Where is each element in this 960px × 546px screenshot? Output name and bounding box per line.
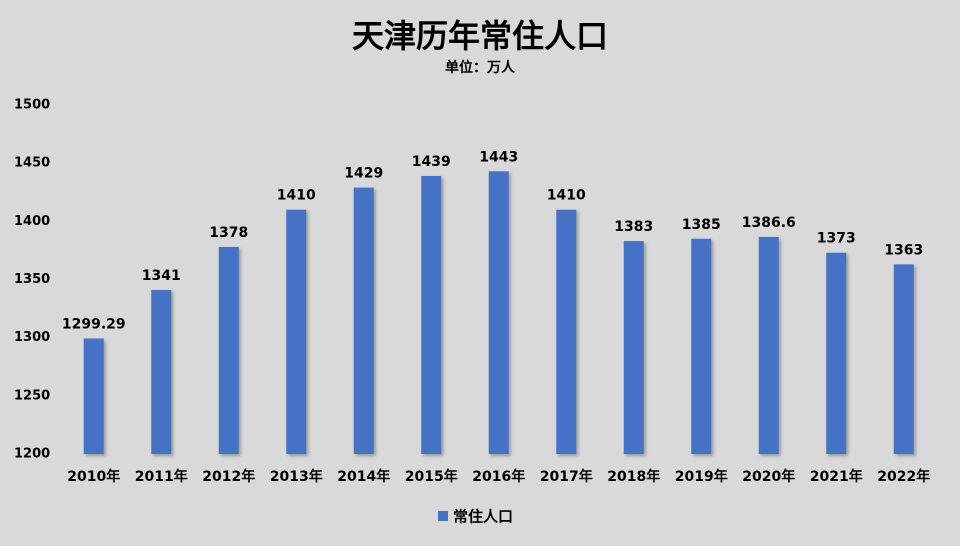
bar <box>151 289 172 454</box>
y-tick-label: 1450 <box>14 156 50 171</box>
x-tick-label: 2021年 <box>810 468 863 485</box>
x-tick-label: 2020年 <box>742 468 795 485</box>
bar <box>826 252 847 454</box>
bar <box>488 171 509 454</box>
x-tick-label: 2017年 <box>540 468 593 485</box>
legend-swatch <box>438 511 448 521</box>
data-label: 1439 <box>412 154 451 170</box>
x-tick-label: 2010年 <box>67 468 120 485</box>
y-tick-label: 1200 <box>14 447 50 462</box>
data-label: 1429 <box>344 166 383 182</box>
data-label: 1299.29 <box>62 316 126 332</box>
data-label: 1378 <box>209 225 248 241</box>
x-tick-label: 2011年 <box>135 468 188 485</box>
data-label: 1373 <box>817 231 856 247</box>
y-tick-label: 1250 <box>14 388 50 403</box>
bar <box>893 264 914 454</box>
bar <box>421 175 442 455</box>
data-label: 1443 <box>479 149 518 165</box>
bar <box>353 187 374 454</box>
bar <box>83 338 104 454</box>
y-tick-label: 1400 <box>14 214 50 229</box>
x-tick-label: 2014年 <box>337 468 390 485</box>
x-tick-label: 2022年 <box>877 468 930 485</box>
chart-title: 天津历年常住人口 <box>352 17 608 55</box>
data-label: 1386.6 <box>742 215 796 231</box>
x-tick-label: 2016年 <box>472 468 525 485</box>
y-tick-label: 1300 <box>14 330 50 345</box>
data-label: 1385 <box>682 217 721 233</box>
bar <box>691 238 712 454</box>
bar <box>623 241 644 454</box>
bar <box>286 209 307 454</box>
data-label: 1383 <box>614 219 653 235</box>
data-label: 1341 <box>142 268 181 284</box>
bar <box>218 246 239 454</box>
data-label: 1410 <box>547 188 586 204</box>
x-tick-label: 2019年 <box>675 468 728 485</box>
bar <box>556 209 577 454</box>
x-tick-label: 2012年 <box>202 468 255 485</box>
legend-label: 常住人口 <box>453 508 513 526</box>
data-label: 1363 <box>884 242 923 258</box>
chart-subtitle: 单位：万人 <box>445 59 516 76</box>
data-label: 1410 <box>277 188 316 204</box>
x-tick-label: 2015年 <box>405 468 458 485</box>
x-tick-label: 2013年 <box>270 468 323 485</box>
x-tick-label: 2018年 <box>607 468 660 485</box>
y-tick-label: 1350 <box>14 272 50 287</box>
bar <box>758 236 779 454</box>
y-tick-label: 1500 <box>14 98 50 113</box>
